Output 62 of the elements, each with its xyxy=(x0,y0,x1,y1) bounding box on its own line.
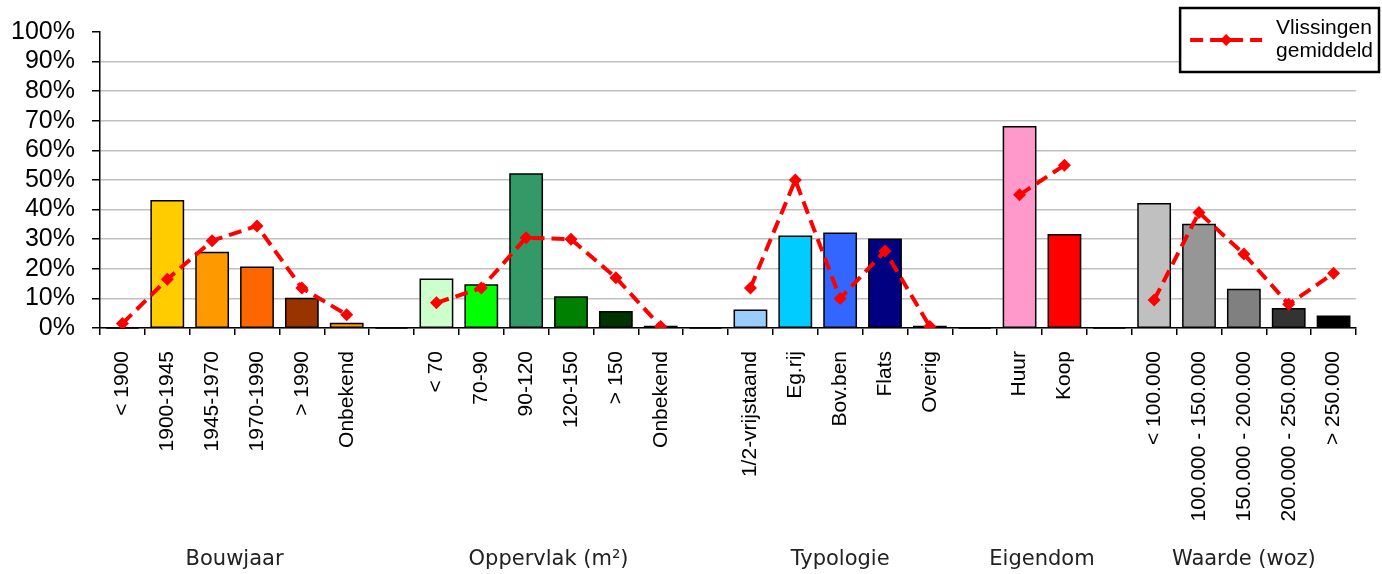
x-tick-label: > 150 xyxy=(602,351,626,405)
y-tick-label: 70% xyxy=(24,104,75,133)
point xyxy=(115,317,129,328)
x-tick-label: 1945-1970 xyxy=(198,351,222,452)
y-tick-label: 80% xyxy=(24,75,75,104)
x-tick-label: Overig xyxy=(916,351,940,413)
point xyxy=(1057,158,1071,172)
point xyxy=(1282,297,1296,311)
point xyxy=(474,281,488,295)
point xyxy=(833,291,847,305)
x-tick-label: < 100.000 xyxy=(1140,351,1164,446)
x-tick-label: Koop xyxy=(1051,351,1075,401)
y-tick-label: 40% xyxy=(24,193,75,222)
y-tick-label: 0% xyxy=(38,311,75,340)
point xyxy=(564,232,578,246)
point xyxy=(295,281,309,295)
point xyxy=(609,271,623,285)
point xyxy=(340,308,354,322)
x-tick-label: Onbekend xyxy=(333,351,357,448)
y-tick-label: 50% xyxy=(24,163,75,192)
x-tick-label: Onbekend xyxy=(647,351,671,448)
text: Bouwjaar xyxy=(185,546,284,570)
y-tick-label: 30% xyxy=(24,223,75,252)
x-tick-label: < 1900 xyxy=(109,351,133,416)
x-tick-label: 1900-1945 xyxy=(154,351,178,452)
y-tick-label: 90% xyxy=(24,45,75,74)
point xyxy=(205,234,219,248)
point xyxy=(1327,266,1341,280)
x-tick-label: 120-150 xyxy=(557,351,581,429)
text: Eigendom xyxy=(989,546,1095,570)
y-tick-label: 10% xyxy=(24,282,75,311)
point xyxy=(519,231,533,245)
x-tick-label: 1/2-vrijstaand xyxy=(737,351,761,478)
x-tick-label: 200.000 - 250.000 xyxy=(1275,351,1299,522)
x-tick-label: Huur xyxy=(1006,351,1030,397)
point xyxy=(1237,247,1251,261)
x-tick-label: 1970-1990 xyxy=(243,351,267,452)
y-tick-label: 100% xyxy=(11,15,75,44)
point xyxy=(1147,293,1161,307)
x-tick-label: 150.000 - 200.000 xyxy=(1230,351,1254,522)
text: Typologie xyxy=(789,546,890,570)
y-tick-label: 60% xyxy=(24,134,75,163)
point xyxy=(250,219,264,233)
x-tick-label: Bov.ben xyxy=(826,351,850,427)
x-tick-label: > 1990 xyxy=(288,351,312,416)
x-tick-label: 90-120 xyxy=(512,351,536,417)
point xyxy=(878,244,892,258)
point xyxy=(1192,206,1206,220)
x-tick-label: > 250.000 xyxy=(1320,351,1344,446)
point xyxy=(160,272,174,286)
x-tick-label: Eg.rij xyxy=(782,351,806,399)
point xyxy=(788,173,802,187)
x-tick-label: Flats xyxy=(871,351,895,397)
x-tick-label: < 70 xyxy=(423,351,447,393)
point xyxy=(743,281,757,295)
text: Oppervlak (m²) xyxy=(468,546,629,570)
y-tick-label: 20% xyxy=(24,252,75,281)
x-tick-label: 70-90 xyxy=(468,351,492,405)
point xyxy=(1013,188,1027,202)
text: Waarde (woz) xyxy=(1171,546,1316,570)
legend-label: Vlissingen gemiddeld xyxy=(1276,15,1374,62)
x-tick-label: 100.000 - 150.000 xyxy=(1185,351,1209,522)
